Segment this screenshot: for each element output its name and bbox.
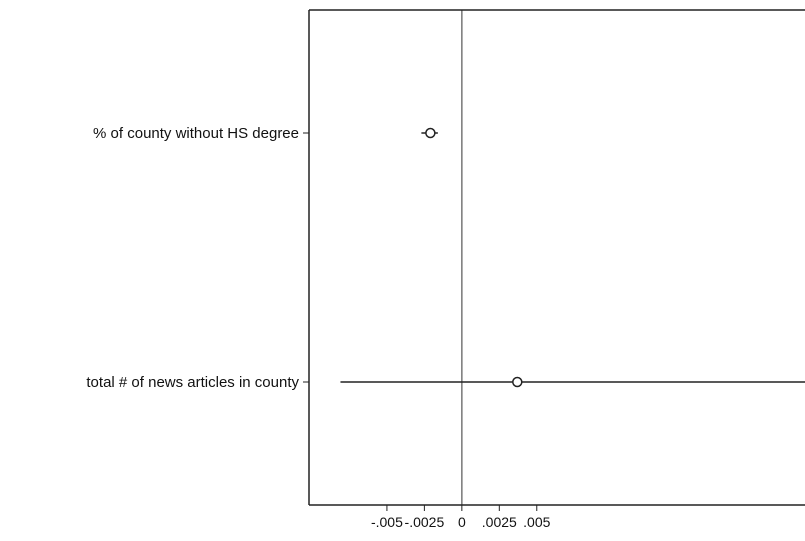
point-estimate	[512, 376, 523, 388]
x-tick-label: .005	[523, 514, 550, 530]
x-tick-label: -.005	[371, 514, 403, 530]
x-tick-label: .0025	[482, 514, 517, 530]
y-category-label: total # of news articles in county	[86, 374, 299, 391]
y-category-label: % of county without HS degree	[93, 125, 299, 142]
axis-layer: -.005 -.0025 0 .0025 .005 % of county without…	[86, 9, 805, 530]
data-mark-layer	[340, 127, 805, 388]
x-tick-label: -.0025	[405, 514, 445, 530]
x-tick-label: 0	[458, 514, 466, 530]
point-estimate	[425, 127, 436, 139]
